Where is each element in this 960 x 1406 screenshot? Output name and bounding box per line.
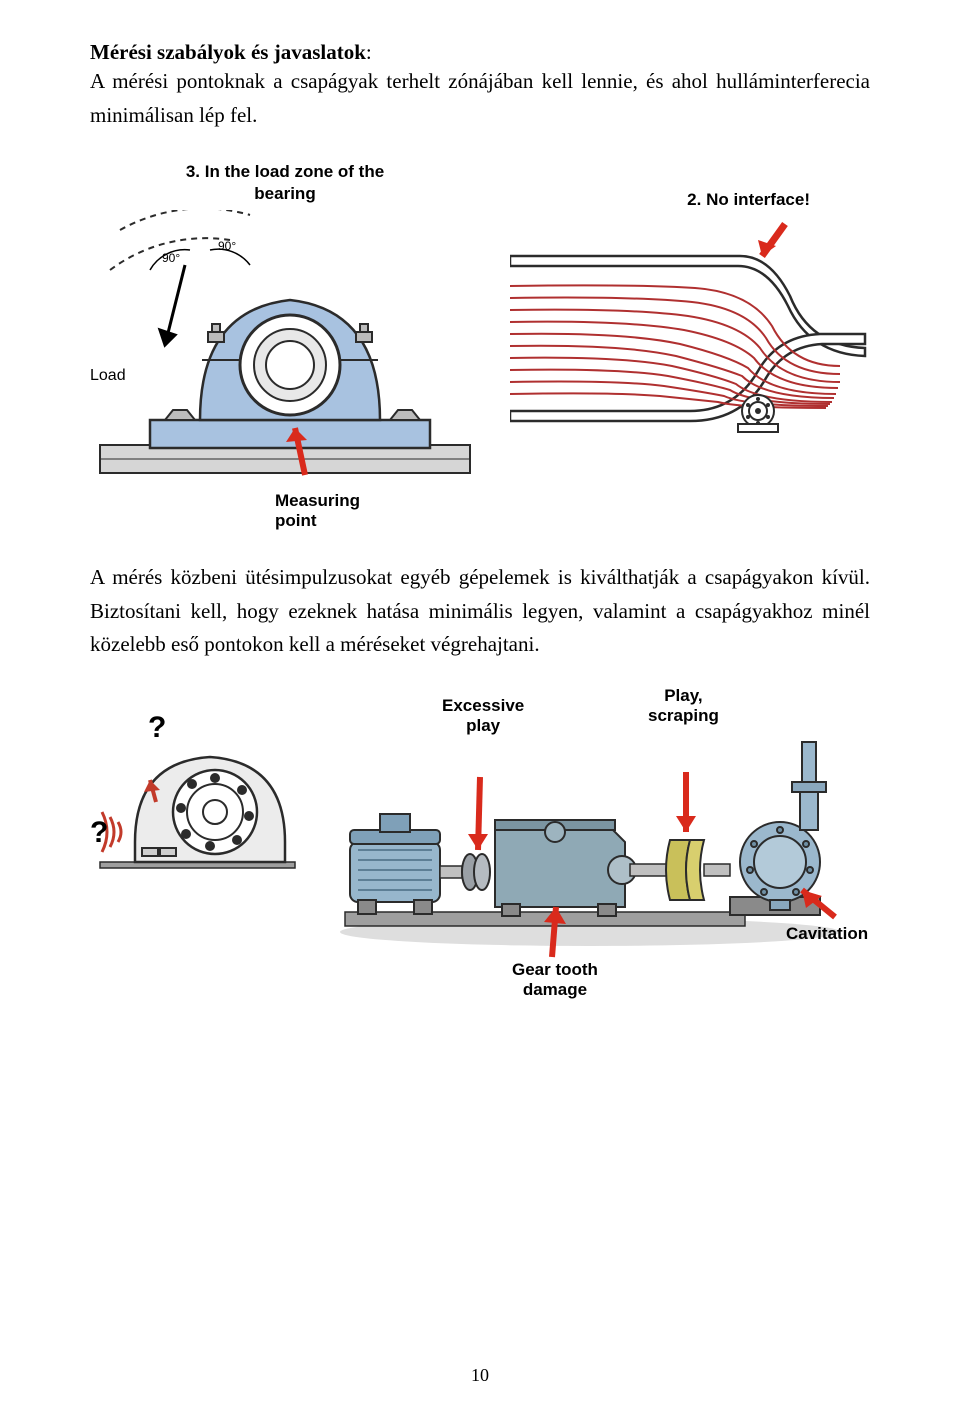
figure-load-zone: 3. In the load zone of the bearing [90,162,480,531]
angle-label-2: 90° [218,239,236,253]
machine-train-diagram [330,732,870,982]
lbl-gear2: damage [512,980,598,1000]
fig1-right-cap: No interface! [706,190,810,209]
title-text: Mérési szabályok és javaslatok: [90,40,372,64]
angle-label-1: 90° [162,251,180,265]
bearing-load-zone-diagram: 90° 90° Load [90,210,480,490]
fig1-left-cap1: In the load zone of the [205,162,384,181]
load-label: Load [90,367,126,384]
lbl-play2: scraping [648,706,719,726]
paragraph-2: A mérés közbeni ütésimpulzusokat egyéb g… [90,561,870,662]
measuring-label-1: Measuring [275,491,480,511]
fig1-left-cap2: bearing [90,184,480,204]
figure-row-2: ? ? Excessive play Play, scraping [90,702,870,987]
paragraph-1: A mérési pontoknak a csapágyak terhelt z… [90,65,870,132]
lbl-gear1: Gear tooth [512,960,598,980]
q-left: ? [90,816,108,849]
page-number: 10 [0,1365,960,1386]
lbl-excess2: play [442,716,524,736]
lbl-cavitation: Cavitation [786,924,868,944]
lbl-play1: Play, [648,686,719,706]
q-top: ? [148,711,166,744]
question-bearing-diagram: ? ? [90,702,300,902]
page-title: Mérési szabályok és javaslatok: [90,40,870,65]
fig1-left-num: 3. [186,162,200,181]
lbl-excess1: Excessive [442,696,524,716]
measuring-label-2: point [275,511,480,531]
figure-machine-train: Excessive play Play, scraping [330,702,870,987]
figure-row-1: 3. In the load zone of the bearing [90,162,870,531]
figure-no-interface: 2. No interface! [510,190,870,461]
figure-question-block: ? ? [90,702,300,907]
fig1-right-num: 2. [687,190,701,209]
no-interface-diagram [510,216,870,456]
